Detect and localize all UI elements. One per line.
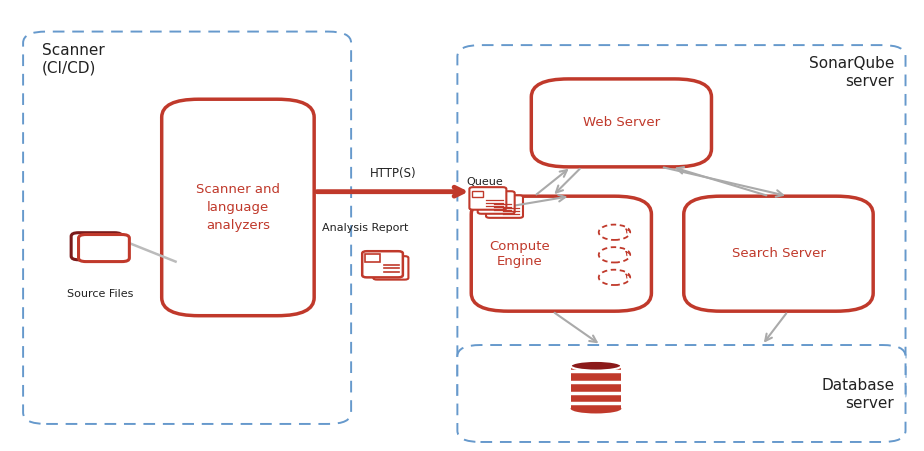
Ellipse shape	[571, 404, 621, 414]
Text: Search Server: Search Server	[732, 247, 825, 260]
FancyBboxPatch shape	[480, 195, 492, 201]
Text: Analysis Report: Analysis Report	[322, 223, 408, 233]
FancyBboxPatch shape	[23, 32, 351, 424]
FancyBboxPatch shape	[71, 233, 122, 260]
FancyBboxPatch shape	[486, 195, 523, 218]
FancyBboxPatch shape	[684, 196, 873, 311]
FancyBboxPatch shape	[571, 366, 622, 409]
FancyBboxPatch shape	[471, 196, 651, 311]
FancyBboxPatch shape	[457, 45, 906, 406]
Text: Compute
Engine: Compute Engine	[489, 239, 550, 268]
Text: HTTP(S): HTTP(S)	[370, 167, 416, 180]
Text: Source Files: Source Files	[67, 289, 133, 299]
FancyBboxPatch shape	[489, 199, 500, 205]
Text: SonarQube
server: SonarQube server	[809, 56, 894, 89]
FancyBboxPatch shape	[79, 235, 129, 262]
FancyBboxPatch shape	[373, 256, 408, 280]
Text: Scanner and
language
analyzers: Scanner and language analyzers	[196, 183, 280, 232]
Text: Database
server: Database server	[821, 378, 894, 411]
Ellipse shape	[571, 361, 621, 371]
Text: Queue: Queue	[467, 177, 504, 187]
Text: Scanner
(CI/CD): Scanner (CI/CD)	[42, 43, 104, 75]
FancyBboxPatch shape	[457, 345, 906, 442]
FancyBboxPatch shape	[365, 254, 380, 262]
FancyBboxPatch shape	[531, 79, 711, 167]
FancyBboxPatch shape	[162, 99, 314, 316]
FancyBboxPatch shape	[362, 251, 403, 277]
FancyBboxPatch shape	[472, 191, 483, 197]
FancyBboxPatch shape	[469, 187, 506, 210]
FancyBboxPatch shape	[478, 191, 515, 214]
Text: Web Server: Web Server	[583, 116, 660, 129]
